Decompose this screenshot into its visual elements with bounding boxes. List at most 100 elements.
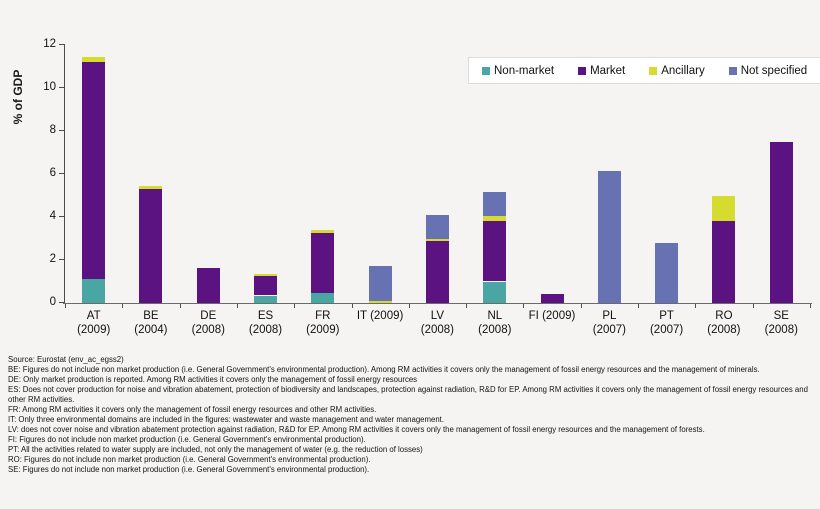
x-category-label-line: NL xyxy=(487,310,503,322)
footnote-line: FI: Figures do not include non market pr… xyxy=(8,435,366,444)
x-category-label: FR (2009) xyxy=(286,309,360,337)
x-category-label-line: BE xyxy=(143,310,159,322)
footnote-line: BE: Figures do not include non market pr… xyxy=(8,365,760,374)
bar-segment-market-BE xyxy=(139,189,163,304)
y-tick xyxy=(59,216,65,217)
bar-segment-ancillary-BE xyxy=(139,185,163,189)
x-category-label: PL (2007) xyxy=(572,309,646,337)
bar-segment-not-specified-PL xyxy=(597,170,621,303)
bar-segment-market-FR xyxy=(311,233,335,294)
bar-segment-not-specified-IT xyxy=(368,266,392,301)
legend-marker-icon xyxy=(728,66,737,75)
bar-segment-not-specified-PT xyxy=(655,242,679,303)
x-tick xyxy=(523,304,525,308)
x-category-label-line: (2008) xyxy=(764,324,798,336)
footnote-line: LV: does not cover noise and vibration a… xyxy=(8,425,705,434)
x-category-label: IT (2009) xyxy=(343,309,417,323)
y-tick-label: 8 xyxy=(49,124,56,136)
x-tick xyxy=(638,304,639,308)
bar-segment-ancillary-ES xyxy=(254,274,277,277)
footnote-line: FR: Among RM activities it covers only t… xyxy=(8,405,377,414)
bar-segment-market-AT xyxy=(82,62,106,280)
bar-segment-market-ES xyxy=(254,276,277,296)
y-tick xyxy=(59,173,65,174)
x-tick xyxy=(179,304,181,308)
bar-segment-non-market-ES xyxy=(254,295,277,303)
x-tick xyxy=(695,304,697,308)
x-category-label: PT (2007) xyxy=(630,309,704,337)
legend-marker-icon xyxy=(578,66,587,75)
bar-segment-not-specified-LV xyxy=(425,214,449,239)
bar-segment-non-market-NL xyxy=(483,281,507,303)
footnote-line: IT: Only three environmental domains are… xyxy=(8,415,444,424)
x-category-label-line: ES xyxy=(257,310,274,322)
legend-item-label: Non-market xyxy=(494,64,555,77)
legend-marker-icon xyxy=(649,66,658,75)
y-tick xyxy=(59,302,65,303)
x-tick xyxy=(236,304,238,308)
x-category-label-line: SE xyxy=(773,310,789,322)
bar-segment-not-specified-NL xyxy=(483,192,507,216)
x-category-label-line: FI (2009) xyxy=(528,310,576,322)
x-category-label-line: (2008) xyxy=(478,324,512,336)
x-tick xyxy=(122,304,124,308)
y-tick-label: 12 xyxy=(43,38,56,50)
y-tick xyxy=(59,44,65,45)
legend-item-label: Market xyxy=(590,64,626,77)
y-tick xyxy=(59,130,65,131)
footnotes: Source: Eurostat (env_ac_egss2) BE: Figu… xyxy=(8,355,814,475)
bar-segment-non-market-FR xyxy=(311,293,335,303)
x-category-label: ES (2008) xyxy=(229,309,303,337)
x-category-label: AT (2009) xyxy=(57,309,131,337)
bar-segment-ancillary-RO xyxy=(712,195,736,222)
x-category-label-line: PL xyxy=(602,310,617,322)
source-note: Source: Eurostat (env_ac_egss2) xyxy=(8,355,124,364)
y-tick xyxy=(59,87,65,88)
y-tick-label: 4 xyxy=(49,210,56,222)
bar-segment-ancillary-NL xyxy=(483,215,507,222)
x-category-label-line: AT xyxy=(86,310,101,322)
y-tick-label: 0 xyxy=(49,296,56,308)
bar-segment-market-FI xyxy=(540,294,564,303)
x-category-label-line: FR xyxy=(315,310,331,322)
legend-marker-icon xyxy=(482,66,490,75)
x-category-label-line: (2008) xyxy=(191,324,225,336)
x-category-label-line: (2007) xyxy=(592,324,627,336)
x-category-label: FI (2009) xyxy=(515,309,589,323)
y-tick xyxy=(59,259,65,260)
x-category-label: DE (2008) xyxy=(171,309,245,337)
legend-item-ancillary: Ancillary xyxy=(649,64,705,77)
footnote-line: RO: Figures do not include non market pr… xyxy=(8,455,371,464)
legend-item-label: Ancillary xyxy=(661,64,705,77)
x-category-label-line: (2004) xyxy=(134,324,168,336)
x-tick xyxy=(752,304,754,308)
x-category-label-line: (2008) xyxy=(248,324,283,336)
x-tick xyxy=(408,304,410,308)
bar-segment-ancillary-LV xyxy=(425,238,449,241)
y-tick-label: 6 xyxy=(49,167,56,179)
legend: Non-market Market Ancillary Not specified xyxy=(468,57,820,84)
bar-segment-market-DE xyxy=(196,267,220,303)
y-tick-label: 10 xyxy=(43,81,56,93)
x-category-label-line: (2008) xyxy=(420,324,455,336)
x-category-label-line: DE xyxy=(200,310,217,322)
bar-segment-market-LV xyxy=(425,240,449,304)
x-category-label: NL (2008) xyxy=(458,309,532,337)
x-tick xyxy=(65,304,66,308)
footnote-line: PT: All the activities related to water … xyxy=(8,445,423,454)
x-category-label: LV (2008) xyxy=(400,309,474,337)
x-tick xyxy=(351,304,353,308)
x-category-label: BE (2004) xyxy=(114,309,188,337)
x-tick xyxy=(580,304,582,308)
bar-segment-ancillary-AT xyxy=(82,56,106,63)
footnote-line: DE: Only market production is reported. … xyxy=(8,375,418,384)
legend-item-market: Market xyxy=(578,65,625,77)
bar-segment-ancillary-FR xyxy=(311,229,335,234)
bar-segment-market-NL xyxy=(483,221,507,282)
x-category-label-line: (2009) xyxy=(306,324,340,336)
x-category-label: SE (2008) xyxy=(744,309,818,337)
x-category-label: RO (2008) xyxy=(687,309,761,337)
x-tick xyxy=(809,304,811,308)
